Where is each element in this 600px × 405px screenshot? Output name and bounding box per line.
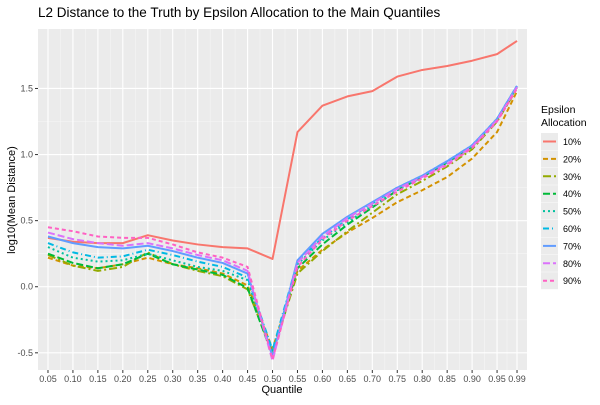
y-axis-ticks: -0.5 0.0 0.5 1.0 1.5: [17, 83, 38, 358]
legend-label: 10%: [563, 137, 581, 147]
legend-label: 90%: [563, 276, 581, 286]
x-tick-label: 0.55: [289, 374, 307, 384]
x-tick-label: 0.99: [508, 374, 526, 384]
x-tick-label: 0.75: [388, 374, 406, 384]
legend-label: 70%: [563, 241, 581, 251]
x-tick-label: 0.85: [438, 374, 456, 384]
legend-label: 20%: [563, 154, 581, 164]
legend-label: 50%: [563, 207, 581, 217]
legend-title-line1: Epsilon: [541, 104, 576, 116]
x-tick-label: 0.40: [214, 374, 232, 384]
legend-key-bg: [541, 272, 558, 290]
grid-major: [38, 29, 527, 370]
x-tick-label: 0.30: [164, 374, 182, 384]
y-tick-label: 1.5: [20, 83, 33, 93]
series-line-50pct: [47, 85, 518, 354]
x-tick-label: 0.60: [314, 374, 332, 384]
x-tick-label: 0.25: [139, 374, 157, 384]
legend-label: 80%: [563, 259, 581, 269]
x-axis-title: Quantile: [262, 384, 303, 396]
legend-label: 40%: [563, 189, 581, 199]
series-line-80pct: [47, 86, 518, 362]
x-tick-label: 0.45: [239, 374, 257, 384]
x-axis-ticks: 0.05 0.10 0.15 0.20 0.25 0.30 0.35 0.40 0.45 0.50…: [39, 370, 526, 384]
y-tick-label: 0.0: [20, 282, 33, 292]
legend-key-bg: [541, 150, 558, 168]
x-tick-label: 0.70: [364, 374, 382, 384]
legend-key-bg: [541, 220, 558, 237]
x-tick-label: 0.10: [64, 374, 82, 384]
x-tick-label: 0.95: [488, 374, 506, 384]
legend-label: 60%: [563, 224, 581, 234]
x-tick-label: 0.05: [39, 374, 57, 384]
series-line-90pct: [47, 87, 518, 361]
legend-keys: 10% 20% 30% 40% 50% 60% 70% 80% 90%: [541, 133, 581, 290]
y-tick-label: 1.0: [20, 150, 33, 160]
grid-minor: [38, 29, 527, 370]
x-tick-label: 0.20: [114, 374, 132, 384]
legend-label: 30%: [563, 172, 581, 182]
x-tick-label: 0.65: [339, 374, 357, 384]
chart-title: L2 Distance to the Truth by Epsilon Allo…: [38, 5, 440, 20]
legend: Epsilon Allocation 10% 20% 30% 40% 50% 60% 70%…: [541, 104, 587, 290]
y-tick-label: 0.5: [20, 216, 33, 226]
series-layer: [47, 40, 518, 362]
legend-title-line2: Allocation: [541, 117, 587, 129]
y-tick-label: -0.5: [17, 348, 33, 358]
x-tick-label: 0.80: [413, 374, 431, 384]
y-axis-title: log10(Mean Distance): [6, 146, 18, 254]
x-tick-label: 0.90: [463, 374, 481, 384]
x-tick-label: 0.35: [189, 374, 207, 384]
series-line-10pct: [47, 40, 518, 260]
x-tick-label: 0.50: [264, 374, 282, 384]
x-tick-label: 0.15: [89, 374, 107, 384]
